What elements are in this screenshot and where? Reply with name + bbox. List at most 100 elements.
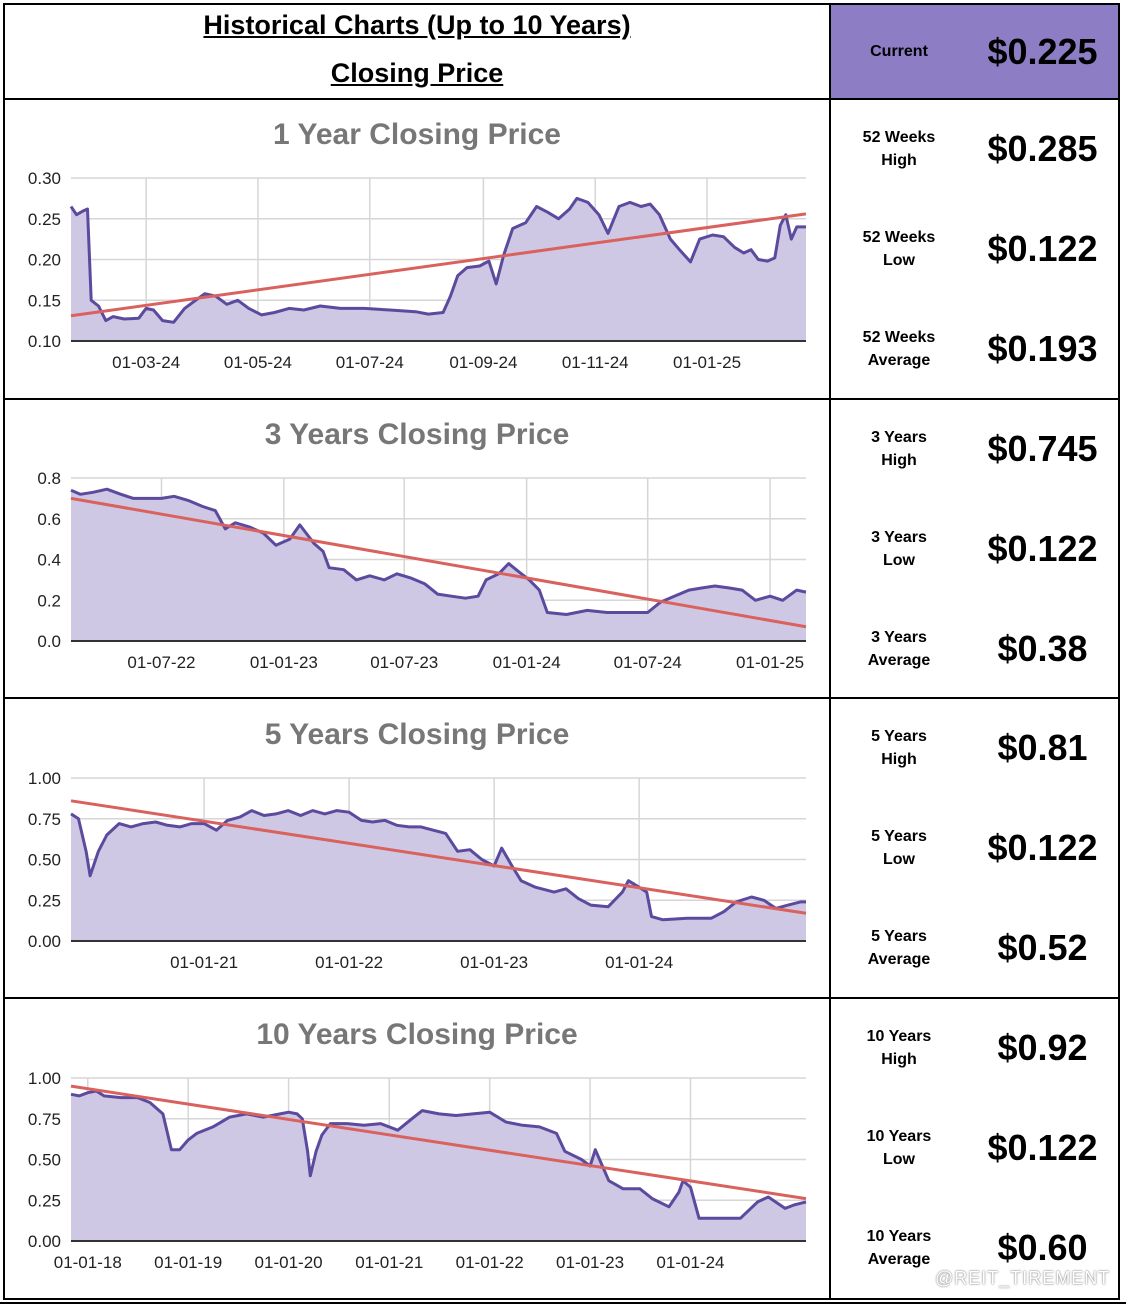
stat-label: 10 Years Average xyxy=(866,1228,932,1268)
x-tick-label: 01-01-20 xyxy=(255,1253,323,1272)
y-tick-label: 0.10 xyxy=(28,332,61,351)
current-price-cell xyxy=(831,5,1118,98)
y-tick-label: 0.00 xyxy=(28,1232,61,1251)
stat-value: $0.81 xyxy=(997,727,1088,768)
stat-label: 3 Years High xyxy=(871,429,927,469)
y-tick-label: 0.15 xyxy=(28,291,61,310)
y-tick-label: 0.4 xyxy=(37,551,61,570)
y-tick-label: 0.50 xyxy=(28,851,61,870)
stat-value: $0.122 xyxy=(987,827,1098,868)
x-tick-label: 01-07-23 xyxy=(370,653,438,672)
x-tick-label: 01-01-24 xyxy=(605,953,673,972)
stat-label: 52 Weeks Average xyxy=(862,329,936,369)
y-tick-label: 0.00 xyxy=(28,932,61,951)
row-divider xyxy=(3,697,1120,699)
header-subtitle: Closing Price xyxy=(330,58,504,88)
header-title: Historical Charts (Up to 10 Years) xyxy=(203,10,631,40)
x-tick-label: 01-01-21 xyxy=(355,1253,423,1272)
price-line xyxy=(69,196,806,324)
price-line xyxy=(70,487,807,616)
x-tick-label: 01-01-22 xyxy=(456,1253,524,1272)
y-tick-label: 0.6 xyxy=(37,510,61,529)
column-divider xyxy=(829,3,831,1300)
x-tick-label: 01-01-25 xyxy=(736,653,804,672)
chart-title-10y: 10 Years Closing Price xyxy=(256,1018,578,1051)
row-divider xyxy=(3,997,1120,999)
row-divider xyxy=(3,398,1120,400)
stat-label: 3 Years Average xyxy=(867,629,931,669)
y-tick-label: 0.0 xyxy=(37,632,61,651)
watermark: @REIT_TIREMENT xyxy=(935,1268,1111,1288)
x-tick-label: 01-01-24 xyxy=(493,653,561,672)
price-area xyxy=(71,810,806,941)
chart-title-1y: 1 Year Closing Price xyxy=(273,118,561,151)
bottom-rule xyxy=(0,1302,1126,1304)
stat-label: 5 Years Low xyxy=(871,828,927,868)
y-tick-label: 0.2 xyxy=(37,591,61,610)
x-tick-label: 01-01-23 xyxy=(556,1253,624,1272)
x-tick-label: 01-03-24 xyxy=(112,353,180,372)
x-tick-label: 01-01-18 xyxy=(54,1253,122,1272)
price-area xyxy=(71,198,806,341)
stat-label: 52 Weeks High xyxy=(862,129,936,169)
chart-title-3y: 3 Years Closing Price xyxy=(264,418,570,451)
chart-title-5y: 5 Years Closing Price xyxy=(264,718,570,751)
x-tick-label: 01-01-23 xyxy=(460,953,528,972)
chart-5y: 1.00 0.75 0.50 0.25 0.00 01-01-21 01-01-22 01-0… xyxy=(28,769,807,972)
stat-value: $0.285 xyxy=(987,128,1098,169)
stat-value: $0.122 xyxy=(987,528,1098,569)
current-value: $0.225 xyxy=(987,31,1098,72)
stat-label: 10 Years High xyxy=(866,1028,932,1068)
x-tick-label: 01-07-22 xyxy=(127,653,195,672)
stat-label: 52 Weeks Low xyxy=(862,229,936,269)
trend-line xyxy=(70,212,807,318)
y-tick-label: 0.25 xyxy=(28,210,61,229)
y-tick-label: 0.25 xyxy=(28,891,61,910)
y-tick-label: 0.75 xyxy=(28,810,61,829)
trend-line xyxy=(70,1084,807,1201)
stat-value: $0.122 xyxy=(987,228,1098,269)
stat-label: 3 Years Low xyxy=(871,529,927,569)
y-tick-label: 0.30 xyxy=(28,169,61,188)
trend-line xyxy=(70,496,807,629)
y-tick-label: 1.00 xyxy=(28,769,61,788)
price-line xyxy=(70,1089,807,1220)
x-tick-label: 01-05-24 xyxy=(224,353,292,372)
x-tick-label: 01-01-22 xyxy=(315,953,383,972)
trend-line xyxy=(70,799,807,915)
y-tick-label: 0.20 xyxy=(28,251,61,270)
chart-3y: 0.8 0.6 0.4 0.2 0.0 01-07-22 01-01-23 01-07-23 0… xyxy=(37,469,807,672)
stat-label: 5 Years High xyxy=(871,728,927,768)
chart-1y: 0.30 0.25 0.20 0.15 0.10 01-03-24 01-05-24 01-0… xyxy=(28,169,807,372)
current-label: Current xyxy=(870,43,928,60)
x-tick-label: 01-09-24 xyxy=(449,353,517,372)
x-tick-label: 01-07-24 xyxy=(336,353,404,372)
price-area xyxy=(71,1091,806,1241)
stat-label: 10 Years Low xyxy=(866,1128,932,1168)
stat-label: 5 Years Average xyxy=(867,928,931,968)
table-frame xyxy=(3,3,1120,1300)
x-tick-label: 01-11-24 xyxy=(562,353,629,372)
y-tick-label: 0.50 xyxy=(28,1151,61,1170)
x-tick-label: 01-01-23 xyxy=(250,653,318,672)
x-tick-label: 01-01-19 xyxy=(154,1253,222,1272)
price-area xyxy=(71,489,806,641)
stat-value: $0.92 xyxy=(997,1027,1088,1068)
stat-value: $0.193 xyxy=(987,328,1098,369)
chart-10y: 1.00 0.75 0.50 0.25 0.00 01-01-18 01-01-19 01-0… xyxy=(28,1069,807,1272)
y-tick-label: 0.25 xyxy=(28,1191,61,1210)
y-tick-label: 0.75 xyxy=(28,1110,61,1129)
x-tick-label: 01-01-25 xyxy=(673,353,741,372)
stat-value: $0.745 xyxy=(987,428,1098,469)
y-tick-label: 1.00 xyxy=(28,1069,61,1088)
stat-value: $0.60 xyxy=(997,1227,1088,1268)
stat-value: $0.52 xyxy=(997,927,1088,968)
x-tick-label: 01-01-21 xyxy=(170,953,238,972)
row-divider xyxy=(3,98,1120,100)
x-tick-label: 01-07-24 xyxy=(614,653,682,672)
price-line xyxy=(70,809,806,922)
x-tick-label: 01-01-24 xyxy=(656,1253,724,1272)
stat-value: $0.38 xyxy=(997,628,1088,669)
y-tick-label: 0.8 xyxy=(37,469,61,488)
stat-value: $0.122 xyxy=(987,1127,1098,1168)
